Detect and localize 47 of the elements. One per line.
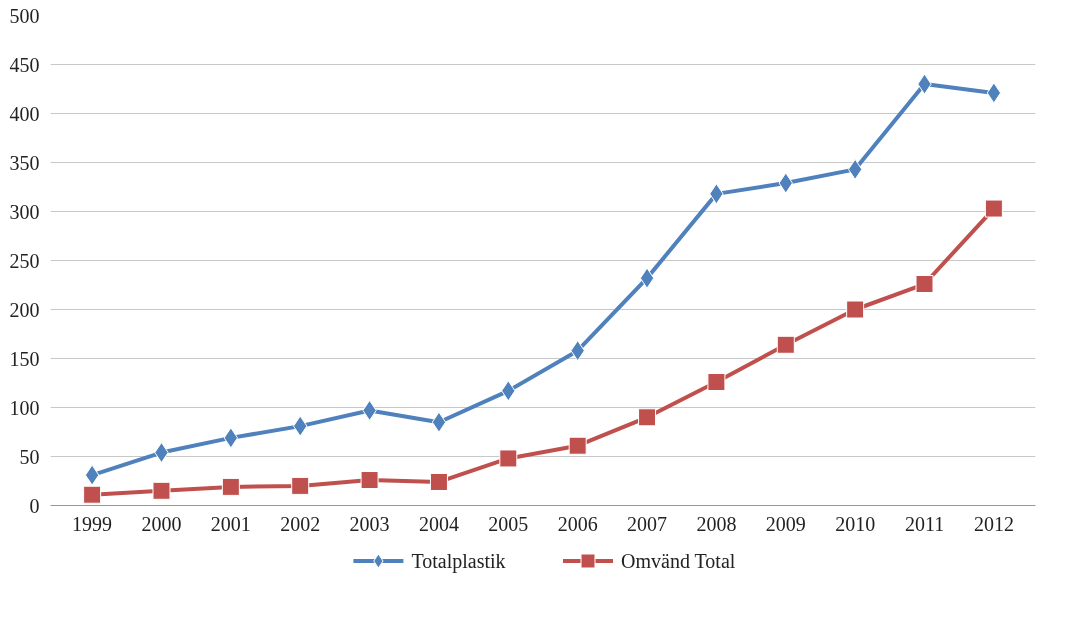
point: [83, 485, 102, 504]
x-tick-label: 2005: [488, 512, 529, 535]
point: [429, 472, 448, 491]
legend-label: Omvänd Total: [621, 550, 736, 572]
x-tick-label: 2004: [418, 512, 459, 535]
point: [776, 335, 795, 354]
x-tick-label: 2011: [904, 512, 945, 535]
x-tick-label: 2001: [210, 512, 251, 535]
point: [707, 373, 726, 392]
y-tick-label: 150: [9, 347, 40, 370]
point: [221, 477, 240, 496]
x-tick-label: 2012: [973, 512, 1014, 535]
x-tick-label: 2002: [280, 512, 321, 535]
point: [846, 300, 865, 319]
x-tick-label: 2006: [557, 512, 598, 535]
x-tick-label: 2010: [835, 512, 876, 535]
y-tick-label: 50: [19, 445, 40, 468]
point: [847, 158, 863, 180]
point: [499, 449, 518, 468]
point: [568, 436, 587, 455]
y-tick-label: 0: [29, 494, 40, 517]
x-tick-label: 2000: [141, 512, 182, 535]
y-tick-label: 200: [9, 298, 40, 321]
y-tick-label: 500: [9, 4, 40, 27]
point: [915, 275, 934, 294]
point: [84, 464, 100, 486]
point: [291, 476, 310, 495]
point: [431, 411, 447, 433]
point: [638, 408, 657, 427]
x-tick-label: 2007: [627, 512, 668, 535]
legend-label: Totalplastik: [411, 550, 506, 573]
x-tick-label: 2008: [696, 512, 737, 535]
y-tick-label: 450: [9, 53, 40, 76]
point: [152, 481, 171, 500]
x-tick-label: 2009: [765, 512, 806, 535]
x-tick-label: 2003: [349, 512, 390, 535]
y-tick-label: 350: [9, 151, 40, 174]
y-tick-label: 250: [9, 249, 40, 272]
point: [360, 471, 379, 490]
point: [984, 199, 1003, 218]
point: [223, 427, 239, 449]
y-tick-label: 400: [9, 102, 40, 125]
y-tick-label: 300: [9, 200, 40, 223]
y-tick-label: 100: [9, 396, 40, 419]
x-tick-label: 1999: [72, 512, 113, 535]
point: [639, 267, 655, 289]
point: [986, 82, 1002, 104]
